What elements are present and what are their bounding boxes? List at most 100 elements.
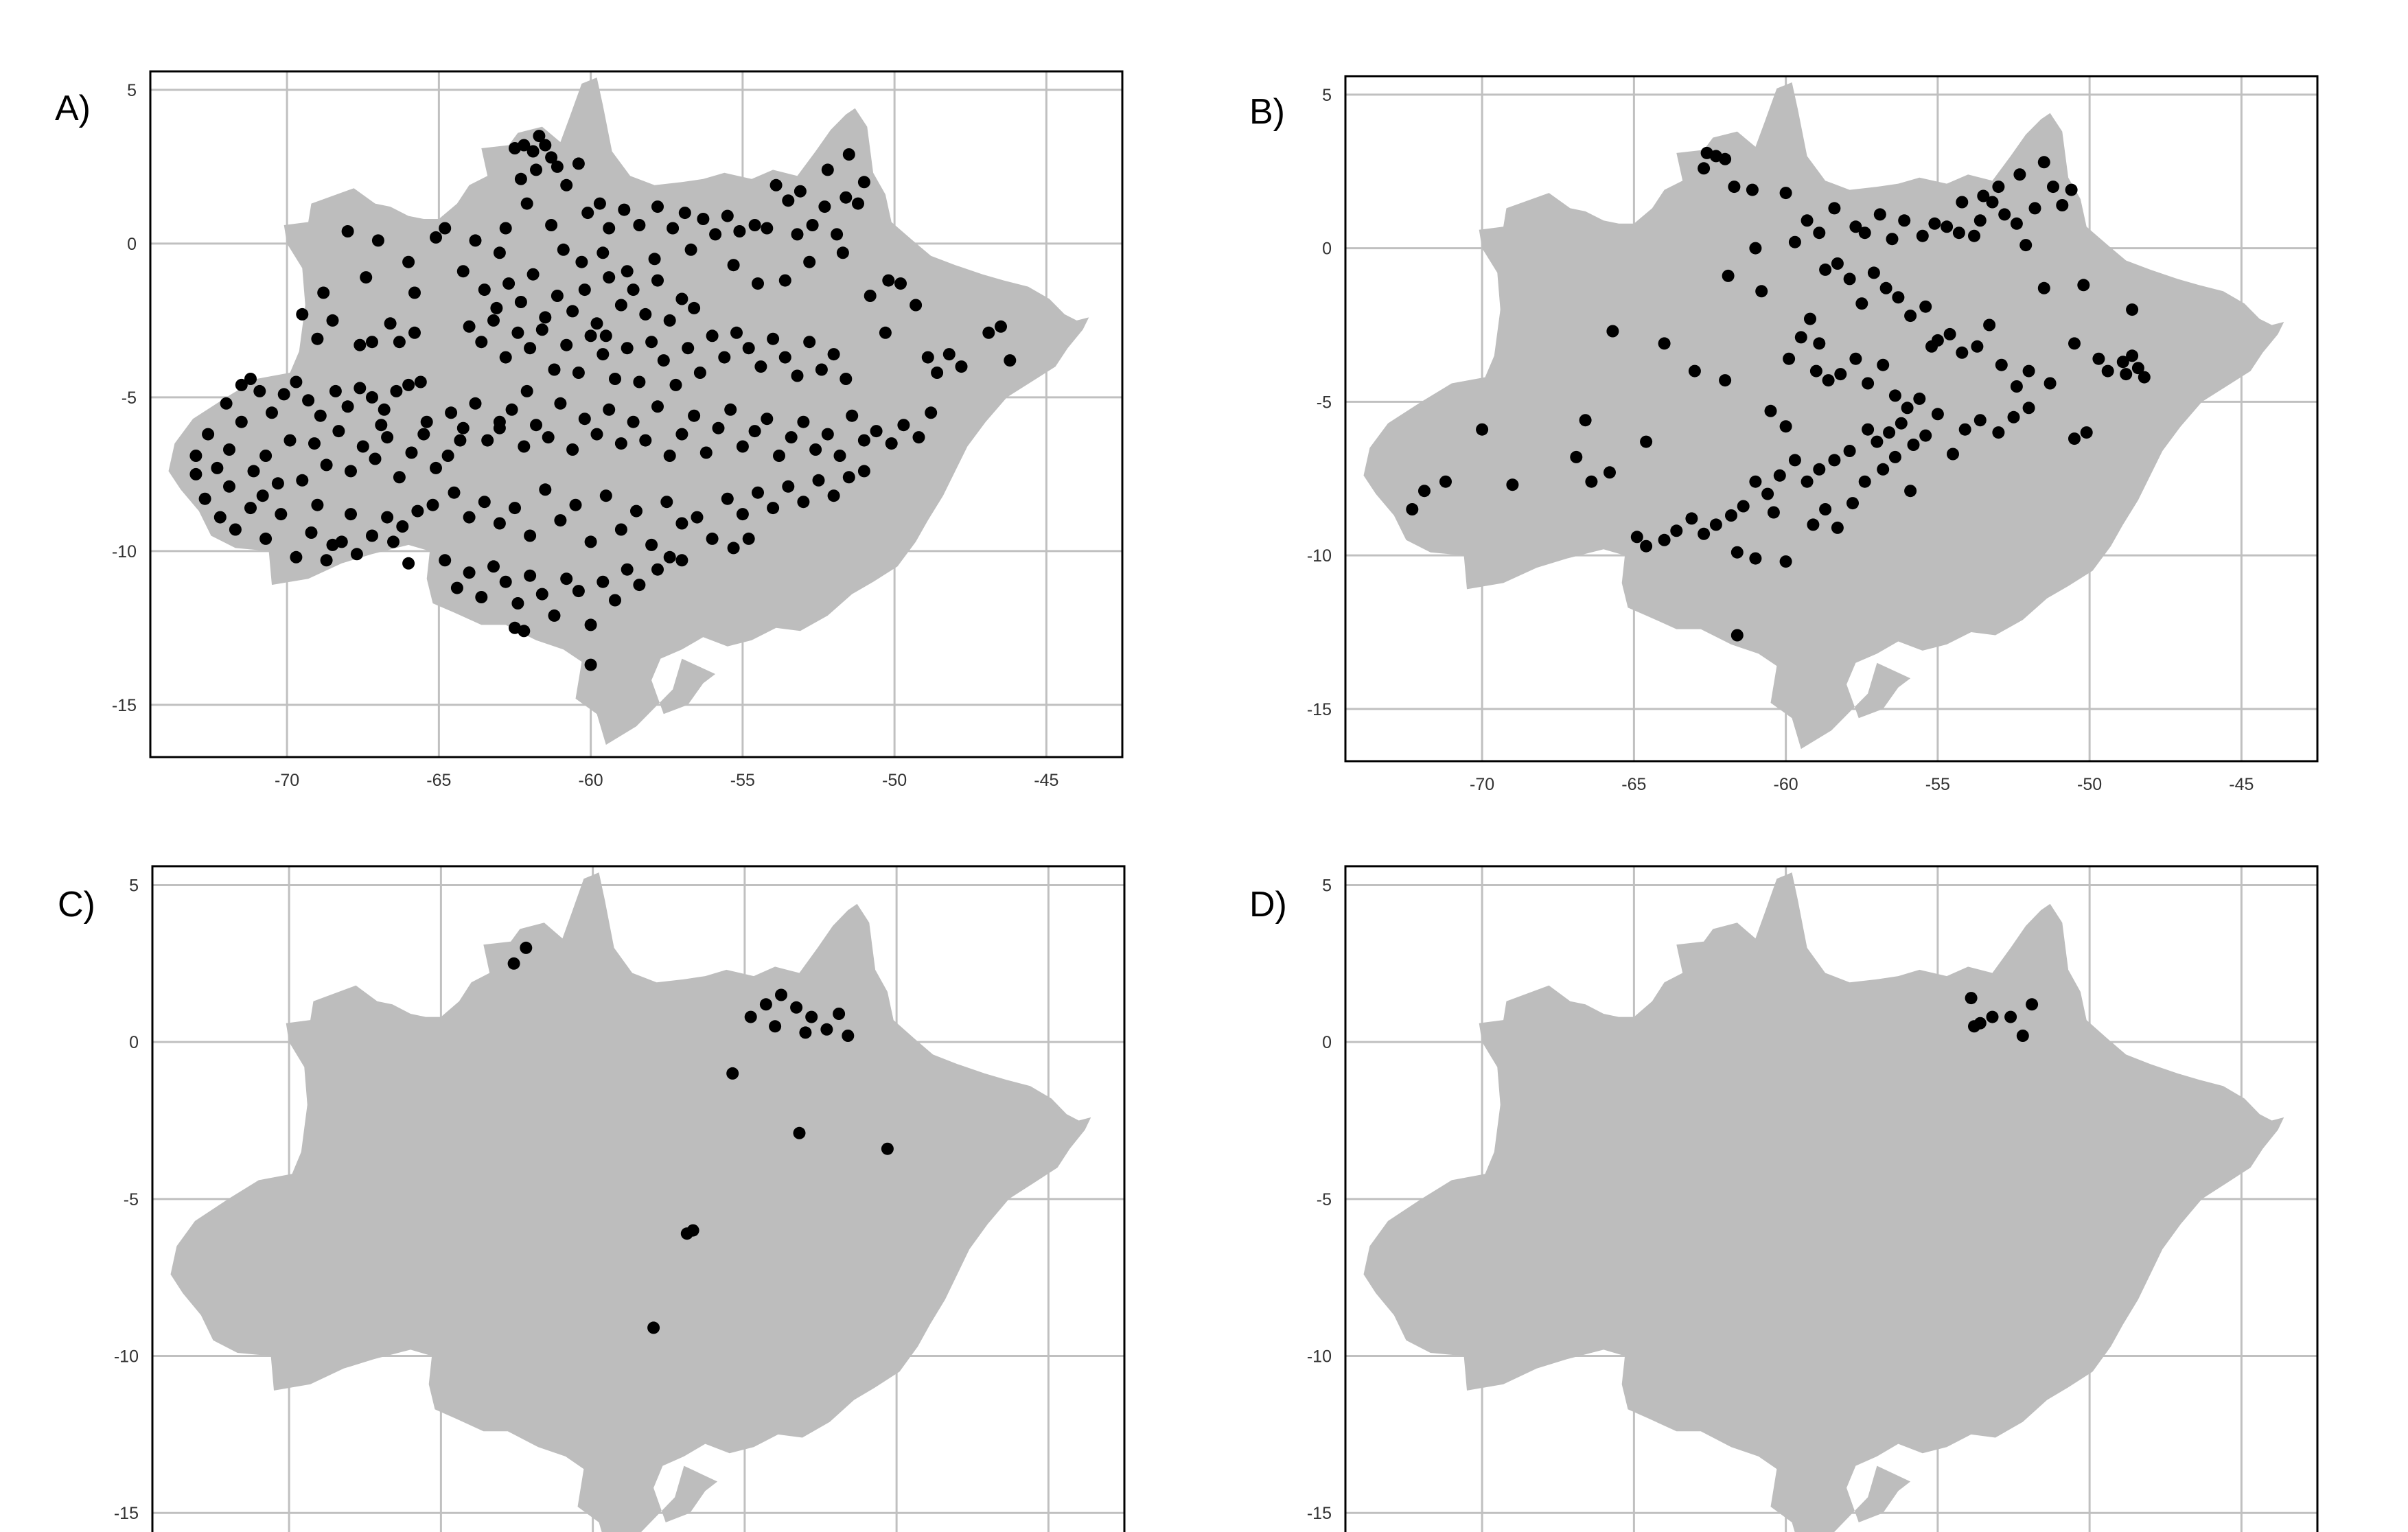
- panel-d-frame: [1344, 865, 2319, 1532]
- panel-b-occurrence-point: [1898, 214, 1911, 227]
- panel-b-occurrence-point: [1973, 414, 1987, 427]
- panel-a-occurrence-point: [202, 428, 215, 441]
- panel-b-occurrence-point: [1779, 420, 1792, 433]
- panel-b-occurrence-point: [1992, 426, 2005, 439]
- panel-a-occurrence-point: [499, 575, 512, 588]
- panel-a-occurrence-point: [912, 431, 925, 444]
- panel-a-occurrence-point: [614, 523, 627, 536]
- panel-a-occurrence-point: [682, 342, 695, 355]
- panel-b-occurrence-point: [1888, 450, 1901, 463]
- panel-a-occurrence-point: [754, 360, 767, 373]
- panel-b-occurrence-point: [1698, 527, 1711, 540]
- panel-b-occurrence-point: [1749, 552, 1762, 565]
- panel-c-occurrence-point: [507, 957, 520, 970]
- panel-a-occurrence-point: [618, 203, 631, 216]
- panel-c-occurrence-point: [680, 1227, 693, 1240]
- panel-a-occurrence-point: [411, 504, 424, 518]
- panel-a-occurrence-point: [593, 197, 606, 210]
- panel-c-occurrence-point: [726, 1067, 739, 1080]
- panel-b-occurrence-point: [1931, 408, 1944, 421]
- panel-b-occurrence-point: [1888, 389, 1901, 402]
- panel-a-occurrence-point: [651, 400, 664, 413]
- panel-a-occurrence-point: [302, 394, 315, 407]
- panel-a-occurrence-point: [791, 369, 804, 382]
- panel-a-occurrence-point: [526, 145, 540, 158]
- panel-a-occurrence-point: [505, 403, 518, 416]
- panel-a-occurrence-point: [229, 523, 242, 536]
- panel-a-occurrence-point: [551, 160, 564, 173]
- panel-b-frame: [1344, 75, 2319, 763]
- panel-b-occurrence-point: [2037, 281, 2050, 294]
- panel-a-occurrence-point: [384, 317, 397, 330]
- panel-b-occurrence-point: [1877, 463, 1890, 476]
- panel-a-occurrence-point: [657, 354, 670, 367]
- panel-a-occurrence-point: [445, 406, 458, 419]
- panel-a-occurrence-point: [778, 274, 791, 287]
- panel-a-occurrence-point: [885, 437, 898, 450]
- panel-a-occurrence-point: [266, 406, 278, 419]
- panel-a-occurrence-point: [317, 286, 330, 299]
- panel-a-occurrence-point: [341, 400, 354, 413]
- panel-a-occurrence-point: [614, 299, 627, 312]
- panel-b-occurrence-point: [2080, 426, 2093, 439]
- panel-a-occurrence-point: [742, 342, 755, 355]
- panel-a-occurrence-point: [275, 508, 288, 521]
- panel-b-occurrence-point: [1773, 469, 1786, 482]
- panel-a-occurrence-point: [548, 363, 561, 376]
- panel-a-occurrence-point: [296, 474, 309, 487]
- panel-a-occurrence-point: [645, 336, 658, 349]
- panel-d-plot-area: [1345, 866, 2317, 1532]
- panel-a-occurrence-point: [821, 428, 834, 441]
- panel-a-occurrence-point: [290, 375, 303, 388]
- panel-a-occurrence-point: [426, 498, 439, 511]
- panel-a-occurrence-point: [684, 243, 697, 256]
- panel-b-plot-area: [1345, 76, 2317, 761]
- panel-a-x-tick-label: -55: [730, 771, 755, 790]
- panel-a-occurrence-point: [456, 265, 470, 278]
- panel-a-occurrence-point: [220, 397, 233, 410]
- panel-b-occurrence-point: [1801, 214, 1814, 227]
- panel-a-occurrence-point: [675, 292, 688, 305]
- panel-a-occurrence-point: [511, 326, 524, 339]
- panel-a-occurrence-point: [417, 428, 430, 441]
- panel-a-occurrence-point: [244, 502, 257, 515]
- panel-a-occurrence-point: [621, 563, 634, 576]
- panel-a-occurrence-point: [393, 336, 406, 349]
- panel-b-occurrence-point: [1764, 404, 1777, 417]
- panel-a-occurrence-point: [481, 434, 494, 447]
- panel-a-occurrence-point: [718, 351, 731, 364]
- panel-b-occurrence-point: [1761, 487, 1774, 500]
- panel-a-occurrence-point: [584, 618, 597, 631]
- panel-a-occurrence-point: [439, 554, 452, 567]
- panel-a-occurrence-point: [706, 329, 719, 343]
- panel-c-occurrence-point: [520, 941, 533, 954]
- panel-b-occurrence-point: [1919, 300, 1932, 313]
- panel-b-occurrence-point: [1968, 229, 1980, 242]
- panel-a-occurrence-point: [235, 378, 248, 391]
- panel-a-occurrence-point: [350, 548, 363, 561]
- panel-a-occurrence-point: [894, 277, 907, 290]
- panel-b-x-tick-label: -45: [2229, 775, 2254, 794]
- panel-a-occurrence-point: [448, 486, 461, 499]
- panel-b-occurrence-point: [1828, 202, 1841, 215]
- panel-a-occurrence-point: [378, 403, 391, 416]
- panel-b-occurrence-point: [1779, 555, 1792, 568]
- panel-b-x-tick-label: -55: [1925, 775, 1950, 794]
- panel-a-occurrence-point: [782, 194, 795, 207]
- panel-b-occurrence-point: [1916, 229, 1929, 242]
- panel-b-occurrence-point: [1871, 435, 1884, 448]
- panel-a-occurrence-point: [818, 200, 831, 213]
- panel-a-occurrence-point: [366, 391, 378, 404]
- panel-b-region-shape: [1363, 82, 2284, 750]
- panel-a-occurrence-point: [782, 480, 795, 493]
- panel-b-occurrence-point: [1804, 312, 1816, 325]
- panel-a-occurrence-point: [578, 283, 591, 297]
- panel-a-occurrence-point: [797, 415, 810, 428]
- panel-a-occurrence-point: [311, 498, 324, 511]
- panel-a-occurrence-point: [387, 535, 400, 548]
- panel-b-occurrence-point: [2065, 183, 2078, 196]
- panel-a-occurrence-point: [253, 384, 266, 397]
- panel-c-occurrence-point: [790, 1001, 803, 1014]
- panel-a-occurrence-point: [597, 348, 610, 361]
- panel-b-occurrence-point: [1807, 518, 1820, 531]
